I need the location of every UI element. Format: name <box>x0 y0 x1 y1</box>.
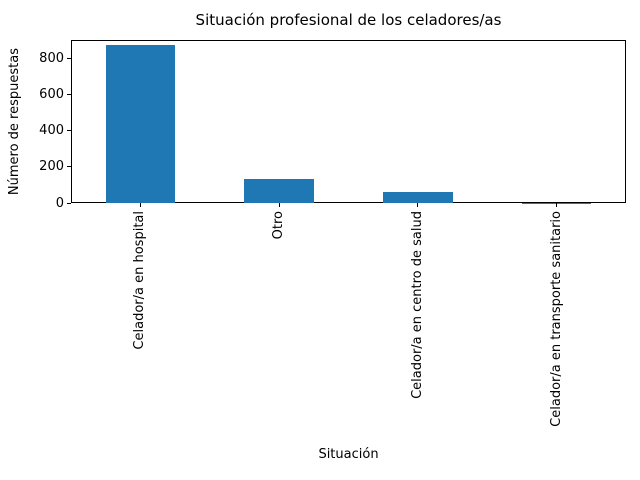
y-tick-label: 200 <box>39 159 64 175</box>
y-tick-mark <box>67 166 71 168</box>
chart-title: Situación profesional de los celadores/a… <box>195 11 502 29</box>
x-tick-mark <box>278 203 280 207</box>
y-tick-label: 0 <box>55 195 64 211</box>
y-tick-mark <box>67 93 71 95</box>
y-tick-mark <box>67 57 71 59</box>
y-tick-mark <box>67 202 71 204</box>
x-tick-mark <box>417 203 419 207</box>
bar-1 <box>105 45 176 203</box>
x-tick-label: Celador/a en centro de salud <box>409 211 425 399</box>
bar-2 <box>244 178 314 203</box>
x-tick-label: Celador/a en transporte sanitario <box>548 211 564 427</box>
y-tick-label: 800 <box>39 50 64 66</box>
y-tick-label: 400 <box>39 123 64 139</box>
x-axis-label: Situación <box>318 447 379 462</box>
x-tick-mark <box>139 203 141 207</box>
y-tick-mark <box>67 130 71 132</box>
x-tick-mark <box>556 203 558 207</box>
bar-3 <box>383 192 453 203</box>
x-tick-label: Celador/a en hospital <box>132 211 148 350</box>
y-tick-label: 600 <box>39 86 64 102</box>
x-tick-label: Otro <box>271 211 287 240</box>
